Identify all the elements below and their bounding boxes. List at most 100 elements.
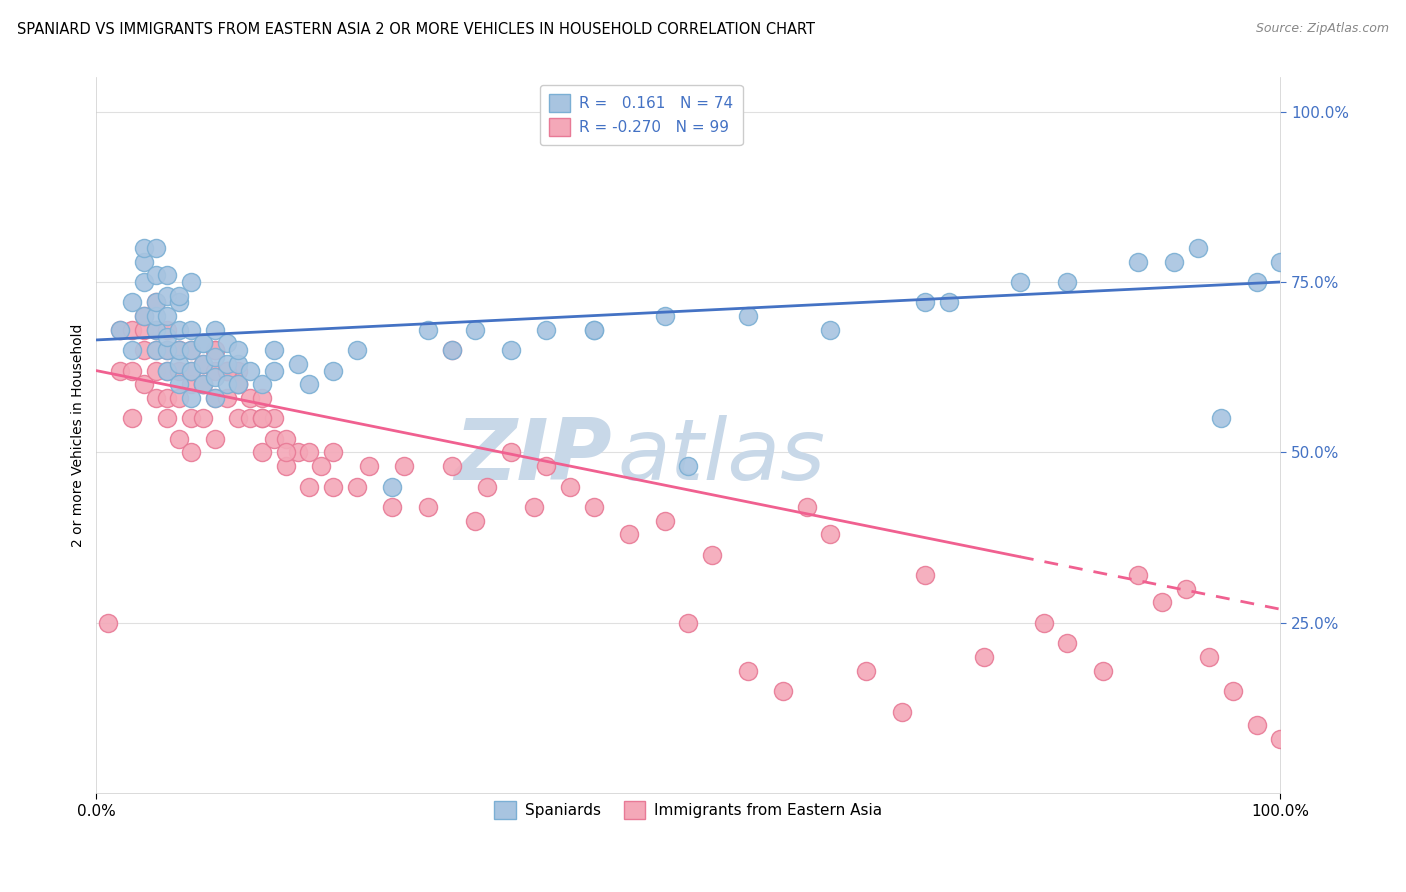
Point: [204, 363, 226, 377]
Point: [215, 377, 238, 392]
Point: [108, 363, 131, 377]
Point: [274, 459, 297, 474]
Point: [250, 445, 273, 459]
Point: [1150, 595, 1173, 609]
Point: [167, 391, 190, 405]
Point: [263, 411, 285, 425]
Point: [1246, 275, 1268, 289]
Point: [1198, 650, 1220, 665]
Point: [381, 479, 404, 493]
Point: [820, 323, 842, 337]
Point: [654, 514, 676, 528]
Point: [204, 343, 226, 358]
Point: [108, 323, 131, 337]
Point: [215, 363, 238, 377]
Point: [204, 350, 226, 364]
Point: [346, 479, 368, 493]
Point: [1091, 664, 1114, 678]
Point: [132, 343, 155, 358]
Point: [204, 432, 226, 446]
Point: [145, 268, 167, 282]
Point: [1128, 568, 1150, 582]
Point: [156, 363, 179, 377]
Point: [204, 391, 226, 405]
Point: [558, 479, 581, 493]
Point: [700, 548, 723, 562]
Point: [156, 411, 179, 425]
Point: [180, 323, 202, 337]
Point: [145, 309, 167, 323]
Point: [287, 357, 309, 371]
Point: [191, 411, 214, 425]
Point: [274, 432, 297, 446]
Point: [228, 357, 250, 371]
Point: [191, 336, 214, 351]
Point: [145, 241, 167, 255]
Text: atlas: atlas: [617, 416, 825, 499]
Point: [263, 363, 285, 377]
Point: [167, 343, 190, 358]
Point: [392, 459, 415, 474]
Point: [250, 411, 273, 425]
Point: [914, 568, 936, 582]
Point: [440, 343, 463, 358]
Point: [274, 445, 297, 459]
Point: [1222, 684, 1244, 698]
Point: [228, 411, 250, 425]
Point: [145, 391, 167, 405]
Point: [582, 323, 605, 337]
Point: [1056, 636, 1078, 650]
Point: [121, 323, 143, 337]
Text: ZIP: ZIP: [454, 416, 612, 499]
Point: [239, 391, 262, 405]
Point: [180, 377, 202, 392]
Point: [97, 615, 120, 630]
Point: [121, 295, 143, 310]
Point: [536, 459, 558, 474]
Point: [215, 336, 238, 351]
Point: [1211, 411, 1233, 425]
Point: [132, 241, 155, 255]
Point: [737, 664, 759, 678]
Point: [191, 357, 214, 371]
Legend: Spaniards, Immigrants from Eastern Asia: Spaniards, Immigrants from Eastern Asia: [488, 795, 889, 825]
Point: [145, 295, 167, 310]
Point: [287, 445, 309, 459]
Point: [180, 343, 202, 358]
Point: [250, 411, 273, 425]
Point: [499, 445, 522, 459]
Point: [654, 309, 676, 323]
Point: [121, 411, 143, 425]
Point: [938, 295, 960, 310]
Point: [121, 363, 143, 377]
Point: [204, 323, 226, 337]
Point: [180, 363, 202, 377]
Point: [263, 343, 285, 358]
Point: [1246, 718, 1268, 732]
Point: [228, 343, 250, 358]
Point: [239, 363, 262, 377]
Point: [145, 343, 167, 358]
Point: [215, 357, 238, 371]
Point: [1270, 254, 1292, 268]
Point: [191, 377, 214, 392]
Point: [180, 445, 202, 459]
Point: [1163, 254, 1185, 268]
Point: [191, 336, 214, 351]
Point: [1056, 275, 1078, 289]
Point: [617, 527, 640, 541]
Point: [180, 343, 202, 358]
Point: [204, 391, 226, 405]
Point: [737, 309, 759, 323]
Point: [1032, 615, 1054, 630]
Point: [346, 343, 368, 358]
Point: [156, 391, 179, 405]
Point: [973, 650, 995, 665]
Point: [464, 323, 486, 337]
Point: [1008, 275, 1031, 289]
Point: [228, 377, 250, 392]
Point: [132, 323, 155, 337]
Point: [228, 377, 250, 392]
Point: [322, 445, 344, 459]
Point: [239, 411, 262, 425]
